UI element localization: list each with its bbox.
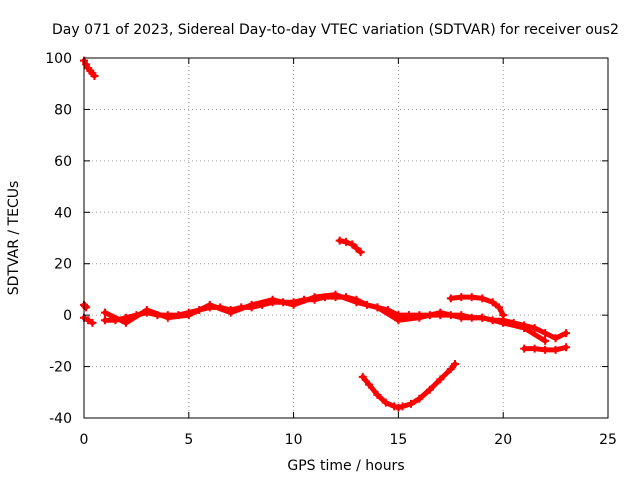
data-point [163, 313, 172, 322]
series-early-high [80, 56, 99, 80]
data-point [499, 311, 508, 320]
data-point [450, 360, 459, 368]
data-point [394, 403, 403, 412]
data-point [406, 399, 415, 408]
data-point [381, 398, 390, 407]
data-point [398, 402, 407, 411]
data-point [436, 308, 445, 317]
data-point [488, 298, 497, 307]
data-point [541, 345, 550, 354]
data-point [394, 316, 403, 325]
data-point [356, 248, 365, 257]
series-dip-arc [358, 360, 459, 412]
series-line [448, 294, 506, 318]
series-line [360, 361, 458, 411]
data-point [81, 302, 90, 311]
x-tick-label: 20 [494, 432, 512, 448]
series-early-low [80, 313, 97, 327]
series-late-arc [446, 293, 508, 320]
x-tick-label: 10 [285, 432, 303, 448]
data-point [541, 336, 550, 345]
y-tick-labels: -40 -20 0 20 40 60 80 100 [45, 51, 72, 427]
data-point [446, 294, 455, 303]
x-tick-label: 25 [599, 432, 617, 448]
y-axis-label: SDTVAR / TECUs [6, 181, 22, 296]
x-tick-label: 15 [389, 432, 407, 448]
data-point [310, 293, 319, 302]
x-tick-labels: 0 5 10 15 20 25 [80, 432, 617, 448]
y-tick-label: 20 [54, 257, 72, 273]
data-point [100, 308, 109, 317]
series-main-track-spread [100, 290, 550, 345]
data-point [142, 306, 151, 314]
data-point [352, 244, 361, 253]
data-point [457, 293, 466, 302]
data-point [446, 365, 455, 374]
data-point [289, 300, 298, 309]
data-point [358, 372, 367, 381]
data-point [373, 303, 382, 312]
data-point [520, 324, 529, 332]
data-point [365, 380, 374, 389]
x-tick-label: 5 [184, 432, 193, 448]
series-early-blip [80, 300, 91, 312]
data-point [247, 300, 256, 309]
data-point [530, 344, 539, 353]
data-point [90, 72, 99, 80]
data-point [551, 334, 560, 343]
data-point [467, 293, 476, 302]
data-point [562, 343, 571, 352]
data-point [541, 329, 550, 338]
data-point [373, 390, 382, 399]
data-point [100, 316, 109, 325]
series-late-low [520, 343, 571, 354]
y-tick-label: -40 [49, 411, 72, 427]
series-line [102, 292, 548, 344]
data-point [390, 402, 399, 411]
data-point [530, 324, 539, 332]
data-point [478, 294, 487, 303]
data-point [352, 298, 361, 307]
tick-marks [83, 57, 609, 419]
data-point [205, 300, 214, 309]
plot-frame [83, 57, 609, 419]
data-point [478, 313, 487, 322]
data-point [268, 295, 277, 304]
data-point [82, 303, 91, 312]
data-point [415, 313, 424, 322]
x-tick-label: 0 [80, 432, 89, 448]
x-axis-label: GPS time / hours [287, 458, 404, 474]
y-tick-label: 0 [63, 308, 72, 324]
data-point [499, 318, 508, 327]
data-point [348, 240, 357, 249]
data-point [331, 290, 340, 299]
data-point [562, 329, 571, 338]
data-point [415, 394, 424, 403]
data-point [551, 345, 560, 354]
y-tick-label: 100 [45, 51, 72, 67]
data-point [121, 318, 130, 327]
data-point [436, 375, 445, 384]
y-tick-label: 80 [54, 102, 72, 118]
chart-title: Day 071 of 2023, Sidereal Day-to-day VTE… [52, 22, 619, 38]
data-point [520, 344, 529, 353]
y-tick-label: -20 [49, 360, 72, 376]
data-point [84, 316, 93, 325]
data-point [88, 318, 97, 327]
data-point [495, 303, 504, 312]
grid [84, 58, 608, 418]
y-tick-label: 60 [54, 154, 72, 170]
data-point [425, 385, 434, 394]
y-tick-label: 40 [54, 205, 72, 221]
data-point [226, 308, 235, 317]
data-point [457, 313, 466, 322]
series-mid-high [335, 236, 365, 257]
data-points [80, 56, 571, 412]
data-point [184, 311, 193, 320]
data-point [342, 237, 350, 246]
data-point [335, 236, 344, 245]
